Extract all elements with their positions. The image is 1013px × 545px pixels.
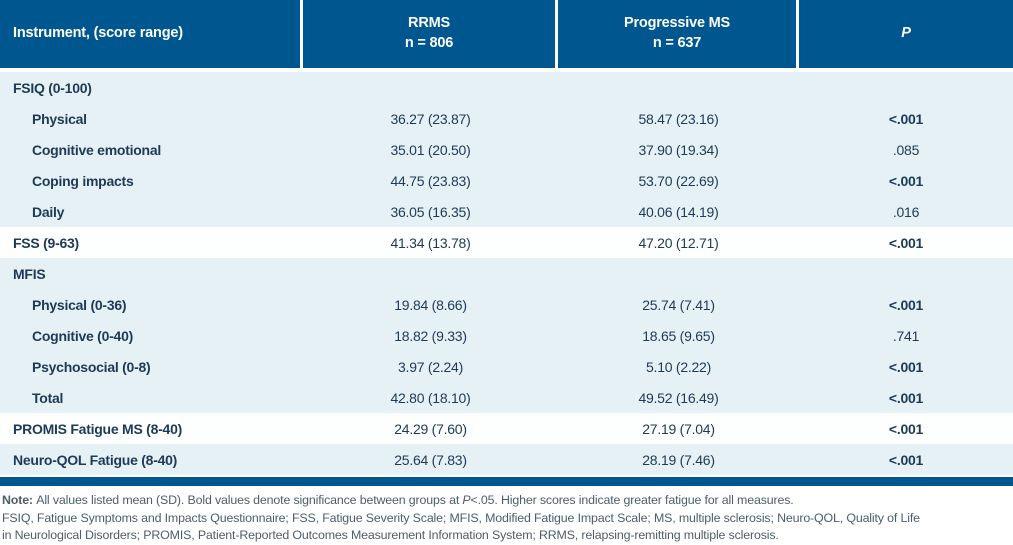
table-header: Instrument, (score range) RRMS n = 806 P… (0, 0, 1013, 68)
row-label: Cognitive emotional (32, 141, 162, 158)
rrms-value: 35.01 (20.50) (390, 141, 471, 158)
table-row: Cognitive emotional 35.01 (20.50) 37.90 (1… (0, 134, 1013, 165)
table-bottom-rule (0, 477, 1013, 486)
row-label: Physical (0-36) (32, 296, 127, 313)
table-row: Total 42.80 (18.10) 49.52 (16.49) <.001 (0, 382, 1013, 413)
note-p-symbol: P (462, 493, 471, 507)
note-text-pre: All values listed mean (SD). Bold values… (36, 493, 463, 507)
rrms-value: 19.84 (8.66) (394, 296, 467, 313)
p-value: <.001 (888, 296, 924, 313)
p-value: <.001 (888, 234, 924, 251)
progressive-ms-value: 58.47 (23.16) (638, 110, 719, 127)
table-row: Psychosocial (0-8) 3.97 (2.24) 5.10 (2.22)… (0, 351, 1013, 382)
progressive-ms-value: 27.19 (7.04) (642, 420, 715, 437)
rrms-value: 41.34 (13.78) (390, 234, 471, 251)
p-value: <.001 (888, 451, 924, 468)
progressive-ms-value: 28.19 (7.46) (642, 451, 715, 468)
row-label: Total (32, 389, 64, 406)
rrms-value: 18.82 (9.33) (394, 327, 467, 344)
row-label: Neuro-QOL Fatigue (8-40) (13, 451, 178, 468)
table-row: Physical (0-36) 19.84 (8.66) 25.74 (7.41) <… (0, 289, 1013, 320)
column-header-instrument: Instrument, (score range) (0, 0, 303, 68)
rrms-value: 25.64 (7.83) (394, 451, 467, 468)
table-body: FSIQ (0-100) Physical 36.27 (23.87) 58.47 (… (0, 72, 1013, 475)
column-header-instrument-label: Instrument, (score range) (13, 25, 183, 42)
progressive-ms-value: 40.06 (14.19) (638, 203, 719, 220)
table-row: Coping impacts 44.75 (23.83) 53.70 (22.69)… (0, 165, 1013, 196)
note-text-post: <.05. Higher scores indicate greater fat… (470, 493, 794, 507)
progressive-ms-value: 18.65 (9.65) (642, 327, 715, 344)
row-label: Cognitive (0-40) (32, 327, 134, 344)
row-label: Psychosocial (0-8) (32, 358, 151, 375)
row-label: Daily (32, 203, 65, 220)
table-row: Daily 36.05 (16.35) 40.06 (14.19) .016 (0, 196, 1013, 227)
note-line-3: in Neurological Disorders; PROMIS, Patie… (2, 528, 779, 543)
note-line-1: Note: All values listed mean (SD). Bold … (2, 492, 1011, 510)
progressive-ms-value: 25.74 (7.41) (642, 296, 715, 313)
progressive-ms-value: 5.10 (2.22) (646, 358, 711, 375)
rrms-value: 3.97 (2.24) (398, 358, 463, 375)
column-header-rrms: RRMS n = 806 (303, 0, 558, 68)
table-row: Physical 36.27 (23.87) 58.47 (23.16) <.001 (0, 103, 1013, 134)
rrms-value: 44.75 (23.83) (390, 172, 471, 189)
table-row: FSS (9-63) 41.34 (13.78) 47.20 (12.71) <.00… (0, 227, 1013, 258)
rrms-value: 24.29 (7.60) (394, 420, 467, 437)
rrms-value: 42.80 (18.10) (390, 389, 471, 406)
p-value: <.001 (888, 110, 924, 127)
rrms-group-label: RRMS (408, 15, 450, 32)
rrms-value: 36.27 (23.87) (390, 110, 471, 127)
progressive-ms-value: 37.90 (19.34) (638, 141, 719, 158)
column-header-progressive-ms: Progressive MS n = 637 (558, 0, 799, 68)
progressive-ms-value: 53.70 (22.69) (638, 172, 719, 189)
row-label: FSIQ (0-100) (13, 79, 92, 96)
table-row: Cognitive (0-40) 18.82 (9.33) 18.65 (9.65)… (0, 320, 1013, 351)
progressive-ms-value: 49.52 (16.49) (638, 389, 719, 406)
rrms-value: 36.05 (16.35) (390, 203, 471, 220)
progressive-ms-value: 47.20 (12.71) (638, 234, 719, 251)
note-label: Note: (2, 493, 37, 507)
progressive-ms-n-count: n = 637 (652, 35, 702, 51)
table-row: MFIS (0, 258, 1013, 289)
p-column-label: P (901, 25, 911, 42)
p-value: .016 (892, 203, 920, 220)
column-header-p: P (799, 0, 1013, 68)
table-note: Note: All values listed mean (SD). Bold … (0, 486, 1013, 545)
row-label: FSS (9-63) (13, 234, 79, 251)
progressive-ms-group-label: Progressive MS (624, 15, 730, 32)
row-label: Coping impacts (32, 172, 134, 189)
p-value: <.001 (888, 389, 924, 406)
note-line-2: FSIQ, Fatigue Symptoms and Impacts Quest… (2, 510, 920, 525)
header-divider (0, 68, 1013, 72)
p-value: .085 (892, 141, 920, 158)
p-value: <.001 (888, 172, 924, 189)
table-row: FSIQ (0-100) (0, 72, 1013, 103)
p-value: <.001 (888, 420, 924, 437)
p-value: <.001 (888, 358, 924, 375)
p-value: .741 (892, 327, 920, 344)
rrms-n-count: n = 806 (404, 35, 454, 51)
table-row: PROMIS Fatigue MS (8-40) 24.29 (7.60) 27.1… (0, 413, 1013, 444)
row-label: PROMIS Fatigue MS (8-40) (13, 420, 183, 437)
row-label: Physical (32, 110, 87, 127)
bottom-divider (0, 475, 1013, 477)
row-label: MFIS (13, 265, 46, 282)
table-row: Neuro-QOL Fatigue (8-40) 25.64 (7.83) 28.1… (0, 444, 1013, 475)
